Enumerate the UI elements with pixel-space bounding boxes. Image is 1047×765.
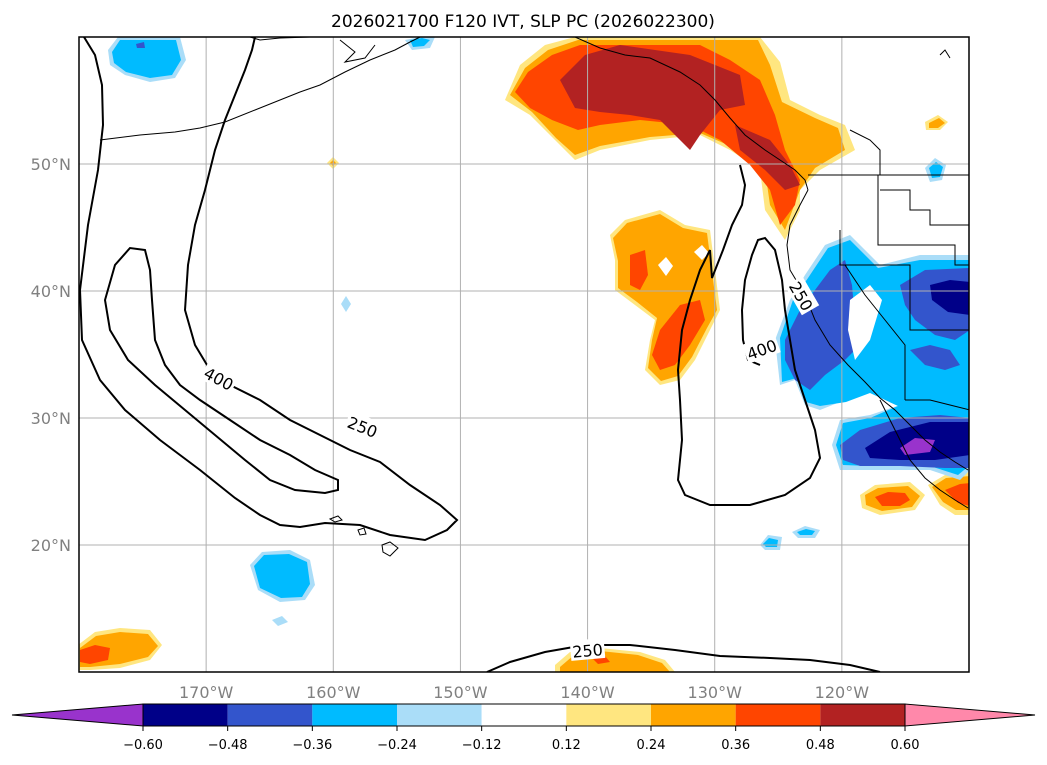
longitude-labels: 170°W 160°W 150°W 140°W 130°W 120°W	[179, 683, 869, 702]
latitude-labels: 50°N 40°N 30°N 20°N	[31, 155, 71, 555]
colorbar-tick-label: 0.36	[721, 738, 750, 753]
lon-tick-label: 140°W	[560, 683, 615, 702]
lon-tick-label: 160°W	[306, 683, 361, 702]
colorbar-bin	[312, 704, 397, 726]
colorbar-tick-label: 0.48	[806, 738, 835, 753]
lat-tick-label: 20°N	[31, 536, 71, 555]
colorbar-bin	[820, 704, 905, 726]
contour-label-text: 250	[572, 640, 604, 662]
figure-title: 2026021700 F120 IVT, SLP PC (2026022300)	[331, 12, 715, 32]
lat-tick-label: 50°N	[31, 155, 71, 174]
colorbar-under-arrow	[11, 703, 144, 727]
contour-label-bg	[784, 275, 820, 316]
negative-anomaly-shading	[108, 37, 969, 626]
coastlines	[99, 37, 969, 557]
colorbar-tick-label: 0.60	[891, 738, 920, 753]
contour-label-bg	[742, 333, 781, 364]
colorbar-tick-labels: −0.60 −0.48 −0.36 −0.24 −0.12 0.12 0.24 0.36 0.4…	[123, 726, 919, 753]
colorbar-bin	[481, 704, 567, 726]
colorbar-tick-label: −0.60	[123, 738, 163, 753]
colorbar-bins	[143, 704, 905, 726]
lat-tick-label: 30°N	[31, 409, 71, 428]
colorbar-bin	[735, 704, 821, 726]
colorbar-bin	[143, 704, 228, 726]
colorbar-tick-label: −0.48	[208, 738, 248, 753]
colorbar-bin	[651, 704, 736, 726]
contour-label-bg	[569, 637, 606, 661]
contour-label: 250	[569, 637, 606, 662]
colorbar-tick-label: 0.24	[637, 738, 666, 753]
contour-label-bg	[199, 360, 240, 395]
slp-contours	[79, 37, 881, 672]
map-frame	[78, 36, 970, 673]
colorbar-frame	[142, 703, 906, 727]
colorbar-tick-label: −0.36	[292, 738, 332, 753]
colorbar-tick-label: −0.24	[377, 738, 417, 753]
lon-tick-label: 120°W	[815, 683, 870, 702]
colorbar-over-arrow	[904, 703, 1036, 727]
contour-label-bg	[343, 410, 383, 442]
colorbar-bin	[227, 704, 313, 726]
colorbar-tick-label: −0.12	[462, 738, 502, 753]
lon-tick-label: 130°W	[688, 683, 743, 702]
lat-tick-label: 40°N	[31, 282, 71, 301]
lon-tick-label: 150°W	[433, 683, 488, 702]
colorbar-bin	[397, 704, 482, 726]
lon-tick-label: 170°W	[179, 683, 234, 702]
colorbar-bin	[566, 704, 651, 726]
colorbar-tick-label: 0.12	[552, 738, 581, 753]
contour-label: 400	[199, 360, 240, 395]
colorbar: −0.60 −0.48 −0.36 −0.24 −0.12 0.12 0.24 0.36 0.4…	[11, 703, 1036, 753]
